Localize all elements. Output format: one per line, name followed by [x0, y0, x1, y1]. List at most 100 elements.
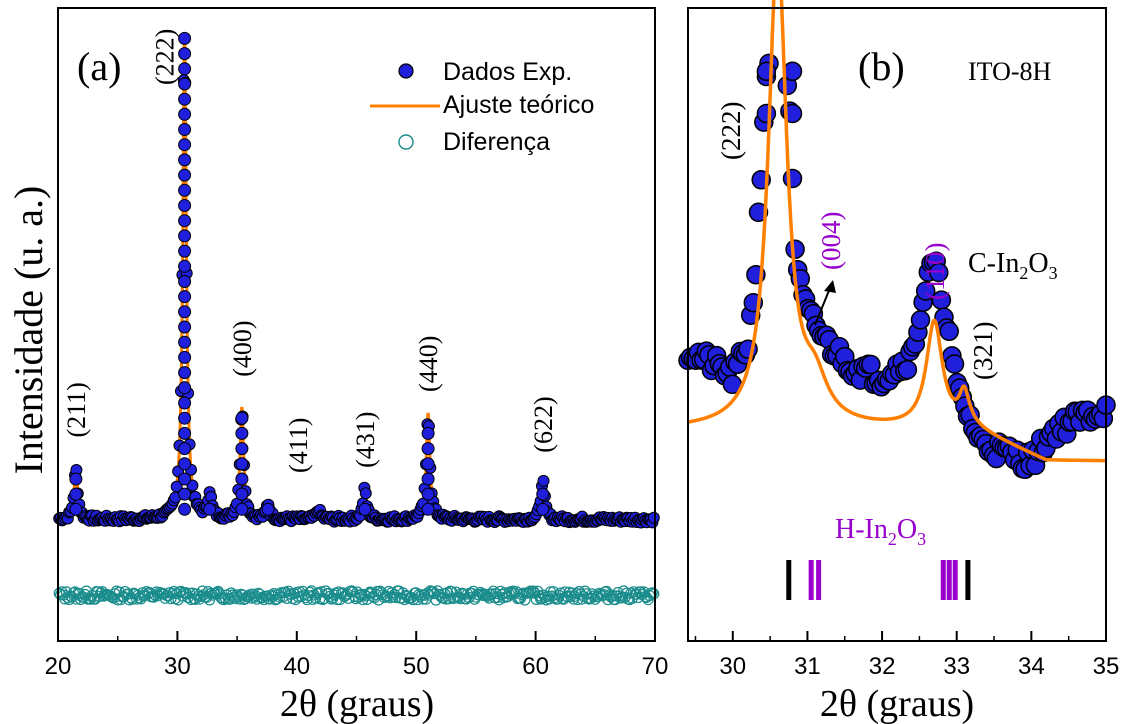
legend-diff-marker — [398, 134, 414, 150]
x-tick-label: 33 — [943, 653, 970, 680]
exp-peak-point — [178, 214, 192, 228]
exp-peak-point — [178, 350, 192, 364]
exp-peak-point — [756, 103, 777, 124]
hkl-label: (222) — [716, 102, 746, 160]
exp-peak-point — [178, 396, 192, 410]
exp-peak-point — [178, 487, 192, 501]
exp-peak-point — [235, 502, 249, 516]
legend-exp-marker — [398, 63, 414, 79]
hkl-label: (211) — [62, 382, 91, 437]
exp-peak-point — [178, 47, 192, 61]
diff-point — [209, 587, 221, 600]
hkl-label: (400) — [228, 320, 257, 376]
exp-peak-point — [178, 457, 192, 471]
hex-phase-sub: 2 — [888, 529, 897, 549]
x-tick-label: 34 — [1018, 653, 1045, 680]
hkl-label: (440) — [414, 336, 443, 392]
exp-peak-point — [235, 442, 249, 456]
exp-point — [359, 487, 372, 500]
cubic-phase-sub2: 3 — [1049, 263, 1058, 283]
exp-peak-point — [421, 457, 435, 471]
diff-point — [414, 590, 426, 602]
x-tick-label: 30 — [719, 653, 746, 680]
diff-point — [555, 587, 567, 599]
exp-peak-point — [178, 77, 192, 91]
phase-tick — [940, 560, 946, 600]
exp-point — [782, 168, 803, 189]
exp-peak-point — [235, 487, 249, 501]
cubic-phase-sub: 2 — [1019, 263, 1028, 283]
diff-point — [566, 587, 578, 599]
hkl-label: (411) — [284, 418, 313, 473]
exp-peak-point — [235, 426, 249, 440]
exp-peak-point — [421, 487, 435, 501]
diff-point — [585, 592, 597, 604]
sample-label: ITO-8H — [968, 57, 1052, 86]
diff-point — [310, 592, 322, 604]
exp-peak-point — [235, 411, 249, 425]
x-ticks: 20 30 40 50 60 70 — [45, 631, 669, 680]
phase-tick — [946, 560, 952, 600]
exp-peak-point — [178, 107, 192, 121]
hkl-label: (110) — [920, 243, 950, 300]
legend-fit-label: Ajuste teórico — [443, 91, 594, 119]
exp-peak-point — [536, 487, 550, 501]
panel-b: 30 31 32 33 34 35 (b) ITO-8H 2θ (graus) (222)… — [678, 0, 1119, 724]
exp-peak-point — [178, 502, 192, 516]
exp-peak-point — [178, 411, 192, 425]
exp-peak-point — [421, 442, 435, 456]
exp-peak-point — [782, 103, 803, 124]
exp-peak-point — [178, 290, 192, 304]
x-tick-label: 70 — [642, 653, 669, 680]
exp-peak-point — [421, 472, 435, 486]
experimental-series — [53, 31, 660, 529]
phase-tick — [952, 560, 958, 600]
exp-peak-point — [178, 320, 192, 334]
exp-point — [170, 480, 183, 493]
legend-exp-label: Dados Exp. — [443, 58, 572, 86]
exp-peak-point — [178, 366, 192, 380]
exp-point — [537, 474, 550, 487]
exp-peak-point — [69, 472, 83, 486]
difference-series — [53, 585, 660, 606]
exp-peak-point — [69, 487, 83, 501]
hkl-label: (004) — [816, 212, 846, 270]
hkl-label: (431) — [351, 412, 380, 468]
fit-series-line — [687, 0, 1106, 463]
exp-peak-point — [178, 183, 192, 197]
exp-point — [647, 511, 660, 524]
diff-point — [600, 585, 613, 597]
diff-point — [648, 588, 660, 600]
exp-peak-point — [235, 472, 249, 486]
cubic-phase-o: O — [1028, 248, 1048, 279]
phase-tick — [816, 560, 822, 600]
exp-point — [785, 239, 805, 260]
diff-point — [315, 586, 327, 598]
panel-a: 20 30 40 50 60 70 (a) 2θ (graus) (211) (222) (4… — [45, 7, 669, 724]
exp-peak-point — [178, 381, 192, 395]
hkl-annotations: (211) (222) (400) (411) (431) (440) (622) — [62, 29, 558, 473]
exp-peak-point — [178, 442, 192, 456]
x-tick-label: 40 — [283, 653, 310, 680]
exp-peak-point — [178, 153, 192, 167]
exp-peak-point — [178, 31, 192, 45]
exp-point — [897, 359, 918, 380]
exp-point — [915, 281, 936, 301]
diff-point — [70, 593, 83, 605]
cubic-phase-main: C-In — [968, 248, 1019, 279]
exp-peak-point — [178, 472, 192, 486]
hkl-label: (222) — [151, 29, 180, 85]
phase-tick — [786, 560, 792, 600]
phase-tick — [965, 560, 971, 600]
x-tick-label: 32 — [869, 653, 896, 680]
cubic-phase-label: C-In2O3 — [968, 248, 1058, 283]
hex-phase-sub2: 3 — [917, 529, 926, 549]
exp-point — [929, 262, 949, 283]
phase-tick — [808, 560, 814, 600]
x-tick-label: 31 — [794, 653, 821, 680]
exp-peak-point — [178, 62, 192, 76]
hex-phase-main: H-In — [835, 514, 888, 545]
hex-phase-label: H-In2O3 — [835, 514, 926, 549]
exp-peak-point — [178, 168, 192, 182]
